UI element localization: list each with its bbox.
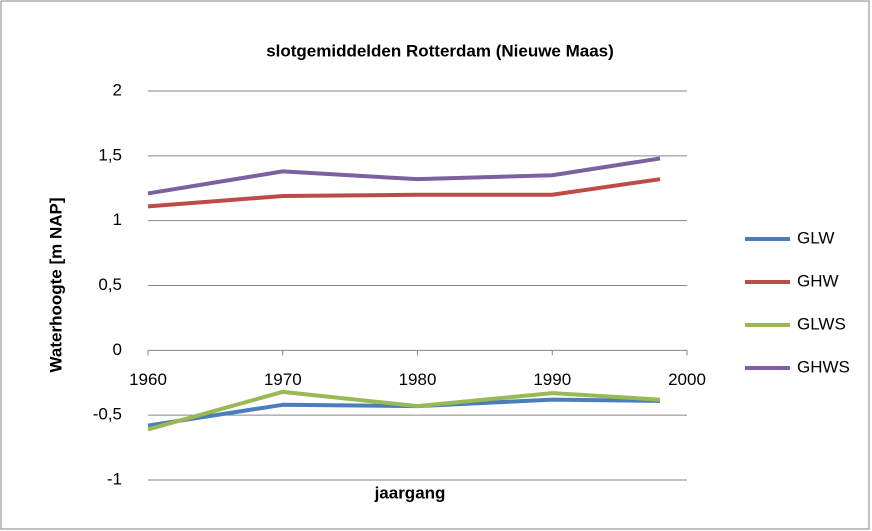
legend-label: GLWS [797,314,846,333]
y-tick-label: -0,5 [93,405,122,424]
series-line [147,177,661,209]
y-tick-label: 1 [113,210,122,229]
x-tick-label: 1970 [264,370,302,389]
series-line [147,156,661,196]
x-tick-label: 1980 [399,370,437,389]
x-tick-label: 1960 [129,370,167,389]
x-tick-label: 2000 [668,370,706,389]
y-tick-label: 2 [113,80,122,99]
y-axis-label: Waterhoogte [m NAP] [46,197,65,372]
legend-label: GHWS [797,357,850,376]
x-tick-label: 1990 [533,370,571,389]
y-tick-label: 0,5 [98,275,122,294]
series-line [147,389,661,432]
y-tick-label: 1,5 [98,145,122,164]
x-axis-label: jaargang [374,483,446,502]
y-tick-label: 0 [113,340,122,359]
legend-label: GHW [797,271,839,290]
y-tick-label: -1 [107,469,122,488]
chart-title: slotgemiddelden Rotterdam (Nieuwe Maas) [266,41,614,60]
legend-label: GLW [797,228,834,247]
